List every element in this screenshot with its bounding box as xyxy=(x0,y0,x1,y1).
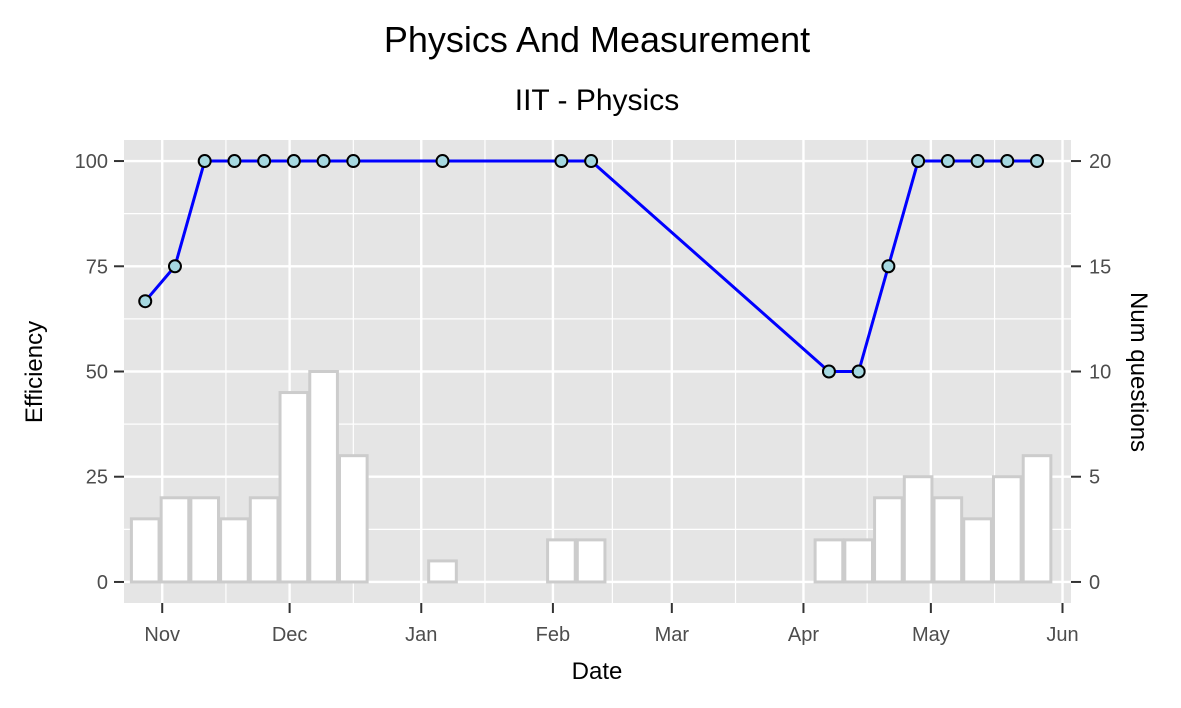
data-point xyxy=(435,154,450,169)
bar xyxy=(843,538,874,584)
y2-tick-label: 20 xyxy=(1089,151,1111,173)
y2-tick-label: 5 xyxy=(1089,467,1100,489)
chart-subtitle: IIT - Physics xyxy=(515,84,679,117)
bar xyxy=(308,370,339,584)
bar xyxy=(427,559,458,584)
bar xyxy=(248,496,280,584)
y-tick-label: 75 xyxy=(86,256,108,278)
x-tick-label: Mar xyxy=(655,624,690,646)
x-tick-label: Feb xyxy=(536,624,570,646)
y2-tick-label: 10 xyxy=(1089,362,1111,384)
data-point xyxy=(821,364,836,379)
x-tick-label: Apr xyxy=(788,624,819,646)
data-point xyxy=(197,154,212,169)
bar xyxy=(902,475,934,584)
bar xyxy=(219,517,250,584)
x-tick-label: Jun xyxy=(1046,624,1078,646)
data-point xyxy=(970,154,985,169)
x-tick-label: Jan xyxy=(405,624,437,646)
data-point xyxy=(851,364,866,379)
y-tick-label: 100 xyxy=(75,151,108,173)
bar xyxy=(337,454,369,584)
bar-layer xyxy=(129,370,1053,584)
data-point xyxy=(138,294,153,309)
bar xyxy=(189,496,221,584)
bar xyxy=(991,475,1023,584)
data-point xyxy=(346,154,361,169)
x-tick-label: Nov xyxy=(144,624,180,646)
data-point xyxy=(881,259,896,274)
axis-layer: 0 25 50 75 100 0 5 10 15 20 Nov Dec Jan Feb Mar Apr May J… xyxy=(75,151,1112,646)
data-point xyxy=(316,154,331,169)
bar xyxy=(546,538,577,584)
bar xyxy=(1021,454,1053,584)
y-axis-title: Efficiency xyxy=(21,321,48,423)
data-point xyxy=(584,154,599,169)
bar xyxy=(575,538,607,584)
bar xyxy=(129,517,161,584)
bar xyxy=(873,496,904,584)
data-point xyxy=(286,154,301,169)
x-tick-label: Dec xyxy=(272,624,308,646)
y-tick-label: 0 xyxy=(97,572,108,594)
data-point xyxy=(227,154,242,169)
y-tick-label: 50 xyxy=(86,362,108,384)
bar xyxy=(932,496,964,584)
y2-tick-label: 15 xyxy=(1089,256,1111,278)
data-point xyxy=(257,154,272,169)
data-point xyxy=(554,154,569,169)
y2-tick-label: 0 xyxy=(1089,572,1100,594)
point-layer xyxy=(138,154,1045,379)
x-tick-label: May xyxy=(912,624,950,646)
bar xyxy=(278,391,310,584)
data-point xyxy=(911,154,926,169)
chart-title: Physics And Measurement xyxy=(384,19,810,60)
bar xyxy=(159,496,191,584)
y2-axis-title: Num questions xyxy=(1125,292,1152,452)
y-tick-label: 25 xyxy=(86,467,108,489)
data-point xyxy=(1030,154,1045,169)
data-point xyxy=(1000,154,1015,169)
x-axis-title: Date xyxy=(572,658,623,685)
data-point xyxy=(940,154,955,169)
data-point xyxy=(167,259,182,274)
bar xyxy=(962,517,993,584)
bar xyxy=(813,538,845,584)
